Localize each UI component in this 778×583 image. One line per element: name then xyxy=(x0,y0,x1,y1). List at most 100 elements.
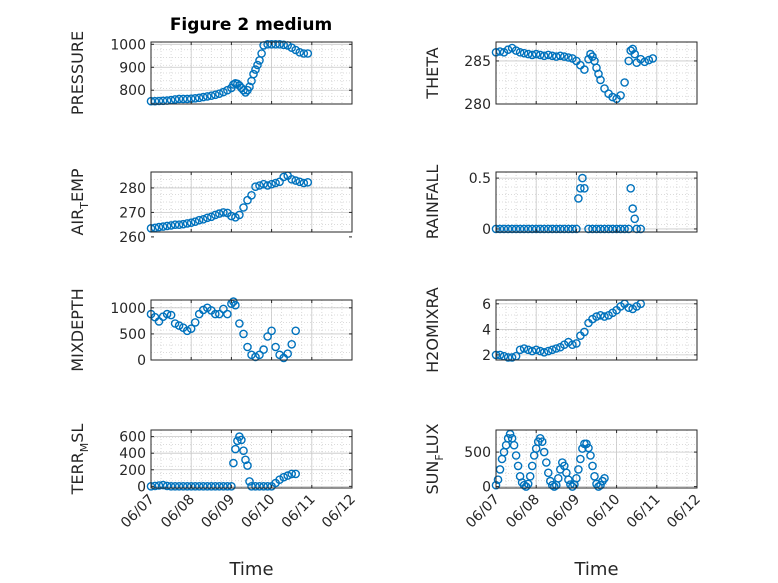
axes-frame xyxy=(495,41,698,105)
subplot-sun-flux: 06/07 06/08 06/09 06/10 06/11 06/12 0 500 SUNFLU… xyxy=(423,423,704,531)
data-point xyxy=(158,480,168,490)
data-point xyxy=(550,482,559,491)
y-tick-label: 1000 xyxy=(110,301,146,317)
y-axis-label: PRESSURE xyxy=(68,31,87,115)
data-point xyxy=(588,52,597,61)
data-point xyxy=(287,469,297,479)
data-point xyxy=(210,90,220,100)
data-point xyxy=(275,177,284,187)
data-point xyxy=(241,455,250,465)
y-tick-label: 270 xyxy=(119,205,146,221)
data-point xyxy=(542,458,551,467)
data-point xyxy=(239,446,248,456)
y-tick-label: 285 xyxy=(464,54,491,70)
data-point xyxy=(231,300,240,310)
y-tick-label: 4 xyxy=(482,322,491,338)
y-tick-label: 0 xyxy=(137,353,146,369)
data-point xyxy=(257,49,266,58)
data-point xyxy=(552,344,561,353)
data-point xyxy=(210,309,220,319)
data-point xyxy=(194,481,204,491)
data-point xyxy=(251,182,260,191)
data-point xyxy=(580,65,589,74)
axes-frame xyxy=(150,41,353,105)
axes-frame xyxy=(495,171,698,233)
data-point xyxy=(174,94,184,104)
data-point xyxy=(174,481,184,491)
axes-frame xyxy=(495,429,698,489)
data-point xyxy=(535,50,545,60)
data-point xyxy=(586,451,595,460)
data-point xyxy=(620,78,629,87)
data-point xyxy=(556,51,565,61)
data-point xyxy=(247,481,256,491)
data-point xyxy=(527,50,537,60)
data-point xyxy=(616,91,625,100)
data-point xyxy=(267,326,276,336)
data-point xyxy=(249,69,258,79)
data-point xyxy=(580,327,589,337)
data-point xyxy=(503,353,513,362)
data-point xyxy=(299,178,309,188)
data-point xyxy=(624,303,634,313)
data-point xyxy=(210,210,220,220)
data-point xyxy=(279,172,289,182)
y-tick-label: 200 xyxy=(119,463,146,479)
data-point xyxy=(219,208,228,217)
data-point xyxy=(576,183,585,193)
data-point xyxy=(283,349,293,359)
subplot-mixdepth: 0 500 1000 MIXDEPTH xyxy=(68,288,353,372)
data-point xyxy=(287,174,297,184)
data-point xyxy=(182,94,192,104)
data-point xyxy=(519,48,529,58)
data-point xyxy=(608,92,617,102)
y-axis-label: AIRTEMP xyxy=(68,168,91,235)
data-point xyxy=(519,480,529,490)
data-point xyxy=(198,92,208,102)
x-tick-label: 06/10 xyxy=(584,492,624,532)
grid xyxy=(150,172,353,232)
data-point xyxy=(564,475,573,485)
data-point xyxy=(178,219,188,229)
data-point xyxy=(174,321,184,330)
data-point xyxy=(572,473,581,483)
subplot-h2omixra: 2 4 6 H2OMIXRA xyxy=(423,287,698,373)
y-tick-label: 6 xyxy=(482,297,491,313)
data-point xyxy=(640,57,650,67)
data-point xyxy=(154,481,164,490)
data-point xyxy=(206,212,216,222)
data-point xyxy=(229,458,238,468)
data-point xyxy=(158,222,168,231)
x-tick-label: 06/10 xyxy=(239,492,279,532)
data-point xyxy=(154,222,164,232)
data-point xyxy=(202,213,212,223)
data-point xyxy=(283,471,293,480)
data-point xyxy=(588,461,597,471)
data-point xyxy=(299,49,309,58)
data-point xyxy=(166,310,176,320)
data-point xyxy=(592,312,601,321)
data-point xyxy=(544,50,553,60)
data-point xyxy=(259,481,268,491)
data-point xyxy=(544,468,553,478)
data-point xyxy=(539,447,549,457)
data-point xyxy=(624,56,634,66)
data-point xyxy=(539,51,549,61)
data-point xyxy=(239,203,248,212)
figure-title: Figure 2 medium xyxy=(170,15,332,35)
y-axis-label: RAINFALL xyxy=(423,165,442,240)
data-point xyxy=(548,480,557,490)
data-point xyxy=(178,481,188,491)
data-point xyxy=(170,220,180,229)
data-point xyxy=(535,346,545,356)
data-point xyxy=(578,173,587,183)
data-point xyxy=(194,215,204,225)
x-axis-label: Time xyxy=(228,559,273,580)
data-point xyxy=(596,480,605,490)
data-point xyxy=(523,49,533,59)
y-tick-label: 500 xyxy=(464,445,491,461)
x-tick-label: 06/12 xyxy=(319,492,359,532)
data-point xyxy=(630,49,640,59)
data-point xyxy=(233,436,242,446)
data-point xyxy=(259,179,268,189)
